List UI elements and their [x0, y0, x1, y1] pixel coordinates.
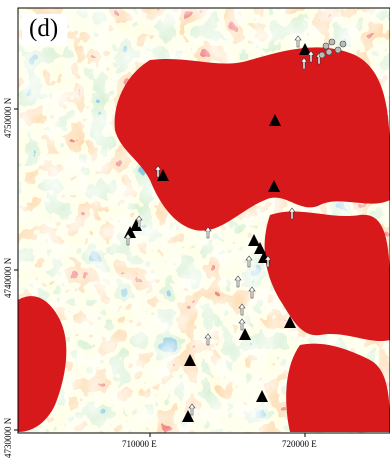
circle-marker	[318, 51, 326, 59]
arrow-marker	[307, 50, 315, 63]
arrow-marker	[238, 318, 246, 331]
arrow-marker	[124, 233, 132, 246]
circle-marker	[339, 40, 347, 48]
triangle-marker	[299, 43, 311, 55]
red-region-northeast	[114, 47, 390, 231]
arrow-marker	[135, 215, 143, 228]
arrow-marker	[288, 207, 296, 220]
triangle-marker	[269, 114, 281, 126]
y-tick-label-4750000: 4750000 N	[3, 97, 13, 138]
circle-marker	[328, 38, 336, 46]
circle-marker	[325, 48, 333, 56]
triangle-marker	[248, 234, 260, 246]
arrow-marker	[188, 403, 196, 416]
arrow-marker	[234, 275, 242, 288]
arrow-marker	[204, 226, 212, 239]
arrow-marker	[154, 165, 162, 178]
arrow-marker	[294, 35, 302, 48]
y-tick-label-4740000: 4740000 N	[3, 257, 13, 298]
triangle-marker	[182, 410, 194, 422]
triangle-marker	[256, 390, 268, 402]
arrow-marker	[204, 333, 212, 346]
triangle-marker	[239, 328, 251, 340]
arrow-marker	[264, 255, 272, 268]
triangle-marker	[130, 219, 142, 231]
red-region-east	[264, 211, 390, 342]
arrow-marker	[238, 303, 246, 316]
marker-layer	[124, 35, 347, 422]
panel-label: (d)	[22, 14, 68, 46]
arrow-marker	[248, 286, 256, 299]
triangle-marker	[284, 316, 296, 328]
red-region-west	[18, 296, 67, 432]
map-frame	[17, 7, 390, 434]
triangle-marker	[157, 169, 169, 181]
circle-marker	[322, 42, 330, 50]
triangle-marker	[184, 354, 196, 366]
triangle-marker	[268, 180, 280, 192]
x-tick-label-720000: 720000 E	[282, 439, 317, 449]
triangle-marker	[254, 242, 266, 254]
tick-marks	[14, 108, 306, 437]
circle-marker	[334, 46, 342, 54]
y-tick-label-4730000: 4730000 N	[3, 417, 13, 458]
x-tick-label-710000: 710000 E	[122, 439, 157, 449]
red-region-south	[286, 343, 390, 432]
arrow-marker	[245, 255, 253, 268]
arrow-marker	[300, 57, 308, 70]
